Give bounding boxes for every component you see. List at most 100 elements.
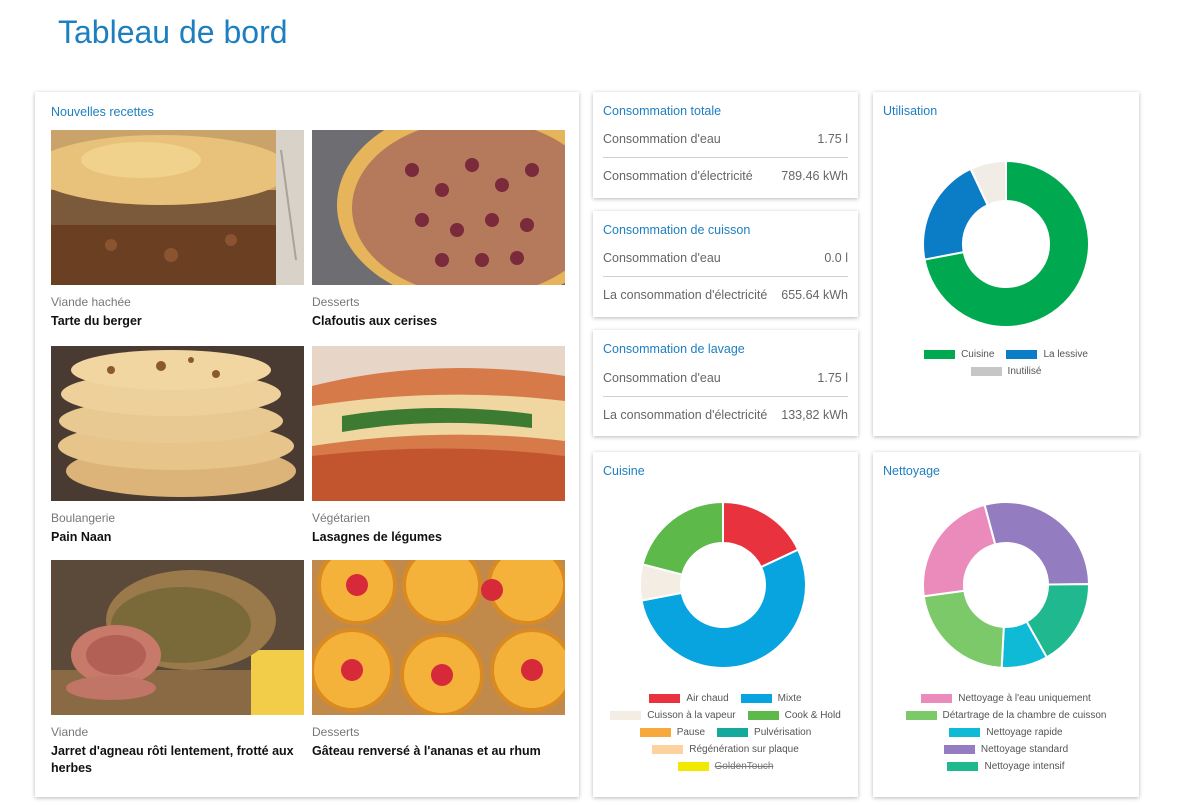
legend-item-nettoyage-standard[interactable]: Nettoyage standard	[943, 744, 1069, 755]
recipe-name[interactable]: Lasagnes de légumes	[312, 530, 442, 544]
divider	[603, 157, 848, 158]
legend-swatch	[924, 350, 956, 359]
usage-donut-chart	[922, 159, 1090, 328]
recipe-image[interactable]	[51, 346, 304, 501]
legend-swatch	[639, 728, 671, 737]
recipe-card[interactable]: Végétarien Lasagnes de légumes	[312, 346, 565, 546]
recipe-name[interactable]: Tarte du berger	[51, 314, 142, 328]
recipe-card[interactable]: Desserts Clafoutis aux cerises	[312, 130, 565, 330]
legend-swatch	[652, 745, 684, 754]
usage-title: Utilisation	[883, 104, 938, 118]
donut-slice-mixte[interactable]	[640, 548, 807, 669]
recipes-title: Nouvelles recettes	[51, 105, 154, 119]
legend-label: Pulvérisation	[754, 727, 812, 738]
recipe-image[interactable]	[51, 130, 304, 285]
recipe-card[interactable]: Boulangerie Pain Naan	[51, 346, 304, 546]
recipe-category: Desserts	[312, 295, 360, 309]
recipe-image[interactable]	[312, 130, 565, 285]
recipe-image[interactable]	[312, 346, 565, 501]
donut-slice-nettoyage-a-l-eau-uniquement[interactable]	[922, 503, 997, 598]
legend-item-nettoyage-a-l-eau-uniquement[interactable]: Nettoyage à l'eau uniquement	[921, 693, 1091, 704]
recipe-card[interactable]: Desserts Gâteau renversé à l'ananas et a…	[312, 560, 565, 760]
legend-swatch	[949, 728, 981, 737]
water-row: Consommation d'eau 0.0 l	[603, 245, 848, 271]
water-label: Consommation d'eau	[603, 132, 721, 146]
recipe-category: Desserts	[312, 725, 360, 739]
legend-item-detartrage-de-la-chambre-de-cuisson[interactable]: Détartrage de la chambre de cuisson	[905, 710, 1107, 721]
legend-swatch	[970, 367, 1002, 376]
recipe-card[interactable]: Viande hachée Tarte du berger	[51, 130, 304, 330]
legend-item-nettoyage-intensif[interactable]: Nettoyage intensif	[947, 761, 1065, 772]
legend-row: Pause Pulvérisation	[593, 724, 858, 741]
legend-label: Nettoyage intensif	[984, 761, 1065, 772]
recipe-name[interactable]: Gâteau renversé à l'ananas et au rhum	[312, 744, 541, 758]
legend-swatch	[610, 711, 642, 720]
legend-label: Nettoyage à l'eau uniquement	[958, 693, 1091, 704]
donut-slice-inutilise[interactable]	[969, 159, 1007, 207]
legend-row: Cuisine La lessive	[873, 346, 1139, 363]
electricity-value: 133,82 kWh	[781, 408, 848, 422]
recipe-name[interactable]: Pain Naan	[51, 530, 112, 544]
legend-label: Nettoyage standard	[980, 744, 1069, 755]
cleaning-card: Nettoyage Nettoyage à l'eau uniquement Dé…	[873, 452, 1139, 797]
recipe-image[interactable]	[51, 560, 304, 715]
legend-item-la-lessive[interactable]: La lessive	[1006, 349, 1088, 360]
legend-item-nettoyage-rapide[interactable]: Nettoyage rapide	[949, 727, 1063, 738]
legend-label: Nettoyage rapide	[986, 727, 1063, 738]
legend-label: Régénération sur plaque	[689, 744, 799, 755]
legend-swatch	[747, 711, 779, 720]
legend-swatch	[921, 694, 953, 703]
recipe-image[interactable]	[312, 560, 565, 715]
cuisine-legend: Air chaud Mixte Cuisson à la vapeur Cook & …	[593, 690, 858, 775]
water-value: 0.0 l	[824, 251, 848, 265]
recipe-category: Viande	[51, 725, 89, 739]
water-value: 1.75 l	[817, 371, 848, 385]
legend-item-mixte[interactable]: Mixte	[740, 693, 802, 704]
legend-label: La lessive	[1043, 349, 1088, 360]
legend-label: Pause	[676, 727, 706, 738]
recipe-name[interactable]: Jarret d'agneau rôti lentement, frotté a…	[51, 744, 294, 775]
donut-slice-cuisine[interactable]	[923, 159, 1090, 328]
legend-label: Cook & Hold	[784, 710, 841, 721]
legend-item-inutilise[interactable]: Inutilisé	[970, 366, 1041, 377]
cuisine-title: Cuisine	[603, 464, 645, 478]
divider	[603, 276, 848, 277]
legend-item-air-chaud[interactable]: Air chaud	[649, 693, 729, 704]
legend-item-pause[interactable]: Pause	[639, 727, 706, 738]
legend-item-cook-hold[interactable]: Cook & Hold	[747, 710, 841, 721]
electricity-row: La consommation d'électricité 655.64 kWh	[603, 282, 848, 308]
legend-item-cuisson-a-la-vapeur[interactable]: Cuisson à la vapeur	[610, 710, 736, 721]
legend-item-goldentouch[interactable]: GoldenTouch	[677, 761, 774, 772]
water-value: 1.75 l	[817, 132, 848, 146]
electricity-row: Consommation d'électricité 789.46 kWh	[603, 163, 848, 189]
legend-row: Nettoyage intensif	[873, 758, 1139, 775]
legend-label: Cuisine	[961, 349, 995, 360]
usage-card: Utilisation Cuisine La lessive Inutilisé	[873, 92, 1139, 436]
total-consumption-card: Consommation totale Consommation d'eau 1…	[593, 92, 858, 198]
legend-item-cuisine[interactable]: Cuisine	[924, 349, 994, 360]
legend-swatch	[905, 711, 937, 720]
legend-item-pulverisation[interactable]: Pulvérisation	[717, 727, 811, 738]
legend-row: Nettoyage rapide	[873, 724, 1139, 741]
donut-slice-detartrage-de-la-chambre-de-cuisson[interactable]	[922, 589, 1005, 669]
donut-slice-nettoyage-standard[interactable]	[983, 501, 1091, 586]
electricity-label: La consommation d'électricité	[603, 288, 768, 302]
legend-label: Air chaud	[686, 693, 729, 704]
page-title: Tableau de bord	[58, 14, 288, 50]
cuisine-card: Cuisine Air chaud Mixte Cuisson à la vapeu…	[593, 452, 858, 797]
legend-swatch	[1006, 350, 1038, 359]
legend-label: GoldenTouch	[714, 761, 774, 772]
legend-swatch	[943, 745, 975, 754]
legend-label: Détartrage de la chambre de cuisson	[942, 710, 1107, 721]
legend-swatch	[740, 694, 772, 703]
washing-consumption-title: Consommation de lavage	[603, 342, 745, 356]
recipe-name[interactable]: Clafoutis aux cerises	[312, 314, 438, 328]
legend-row: Régénération sur plaque	[593, 741, 858, 758]
legend-swatch	[677, 762, 709, 771]
donut-slice-cook-hold[interactable]	[641, 500, 724, 576]
legend-label: Cuisson à la vapeur	[647, 710, 736, 721]
electricity-label: Consommation d'électricité	[603, 169, 753, 183]
legend-item-regeneration-sur-plaque[interactable]: Régénération sur plaque	[652, 744, 799, 755]
recipe-category: Viande hachée	[51, 295, 131, 309]
recipe-card[interactable]: Viande Jarret d'agneau rôti lentement, f…	[51, 560, 304, 777]
